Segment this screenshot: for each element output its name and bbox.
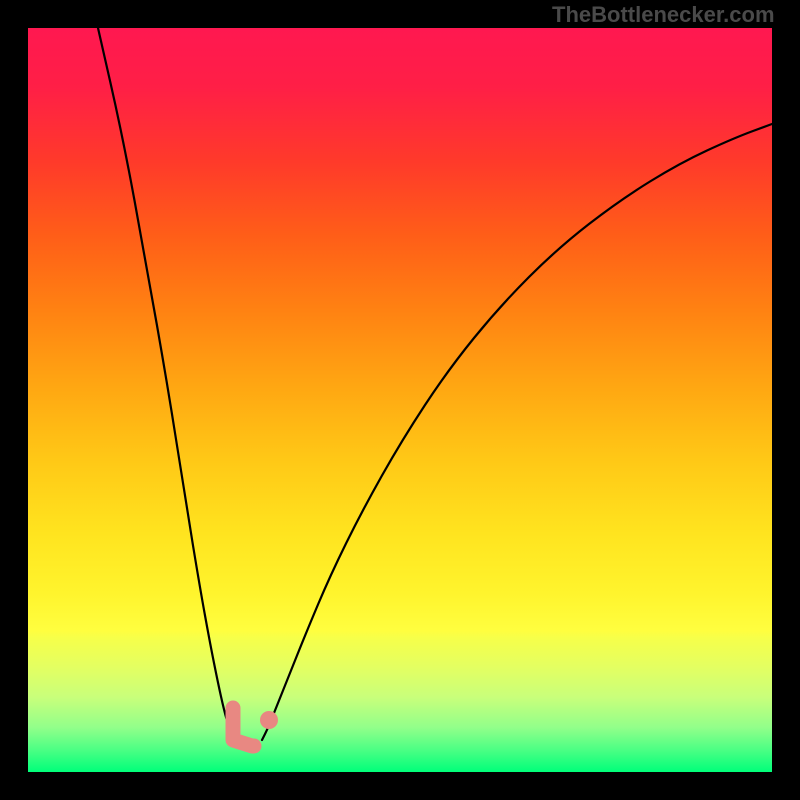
gradient-background [28,28,772,772]
marker-dot [260,711,278,729]
plot-svg [28,28,772,772]
plot-area [28,28,772,772]
watermark-text: TheBottlenecker.com [552,2,775,28]
